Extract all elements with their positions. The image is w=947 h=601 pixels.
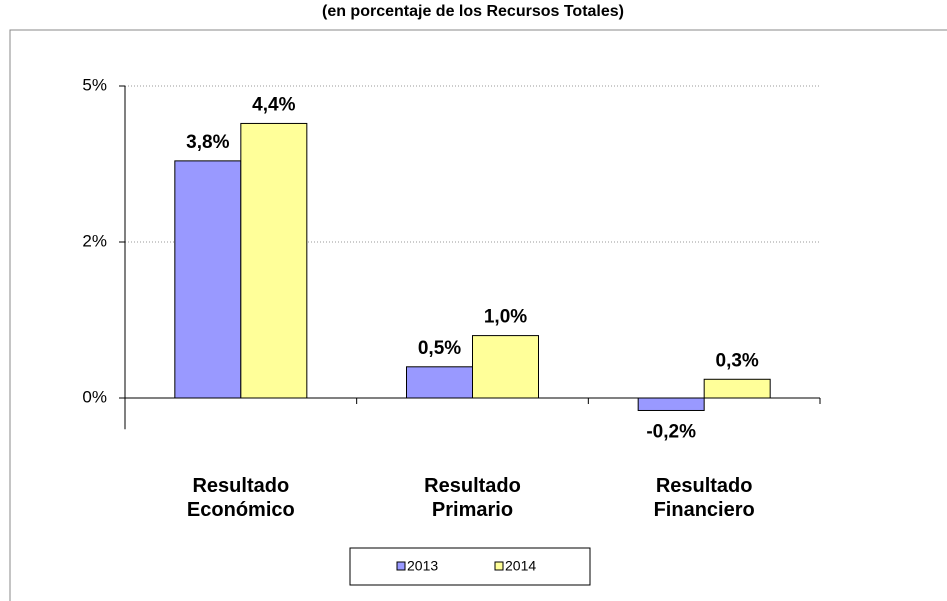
x-tick-label: Resultado Económico <box>186 475 295 521</box>
data-label: 1,0% <box>484 307 527 328</box>
bar <box>703 378 771 399</box>
x-tick-label: Resultado Financiero <box>653 475 755 521</box>
data-label: 0,5% <box>418 338 461 359</box>
legend-swatch <box>494 561 504 571</box>
bar <box>472 335 539 399</box>
data-label: -0,2% <box>646 421 696 442</box>
legend-box <box>349 547 591 586</box>
bar <box>174 160 242 399</box>
chart-title: (en porcentaje de los Recursos Totales) <box>322 3 624 20</box>
y-tick-label: 2% <box>82 231 107 250</box>
y-tick-label: 5% <box>82 75 107 94</box>
bar <box>240 122 308 399</box>
bar <box>637 397 705 411</box>
legend-label: 2014 <box>505 558 536 574</box>
y-tick-label: 0% <box>82 387 107 406</box>
data-label: 3,8% <box>186 132 229 153</box>
data-label: 4,4% <box>252 94 295 115</box>
legend-label: 2013 <box>407 558 438 574</box>
legend-swatch <box>396 561 406 571</box>
data-label: 0,3% <box>716 350 759 371</box>
bar <box>406 366 473 399</box>
chart-frame <box>9 29 947 601</box>
x-tick-label: Resultado Primario <box>424 475 521 521</box>
